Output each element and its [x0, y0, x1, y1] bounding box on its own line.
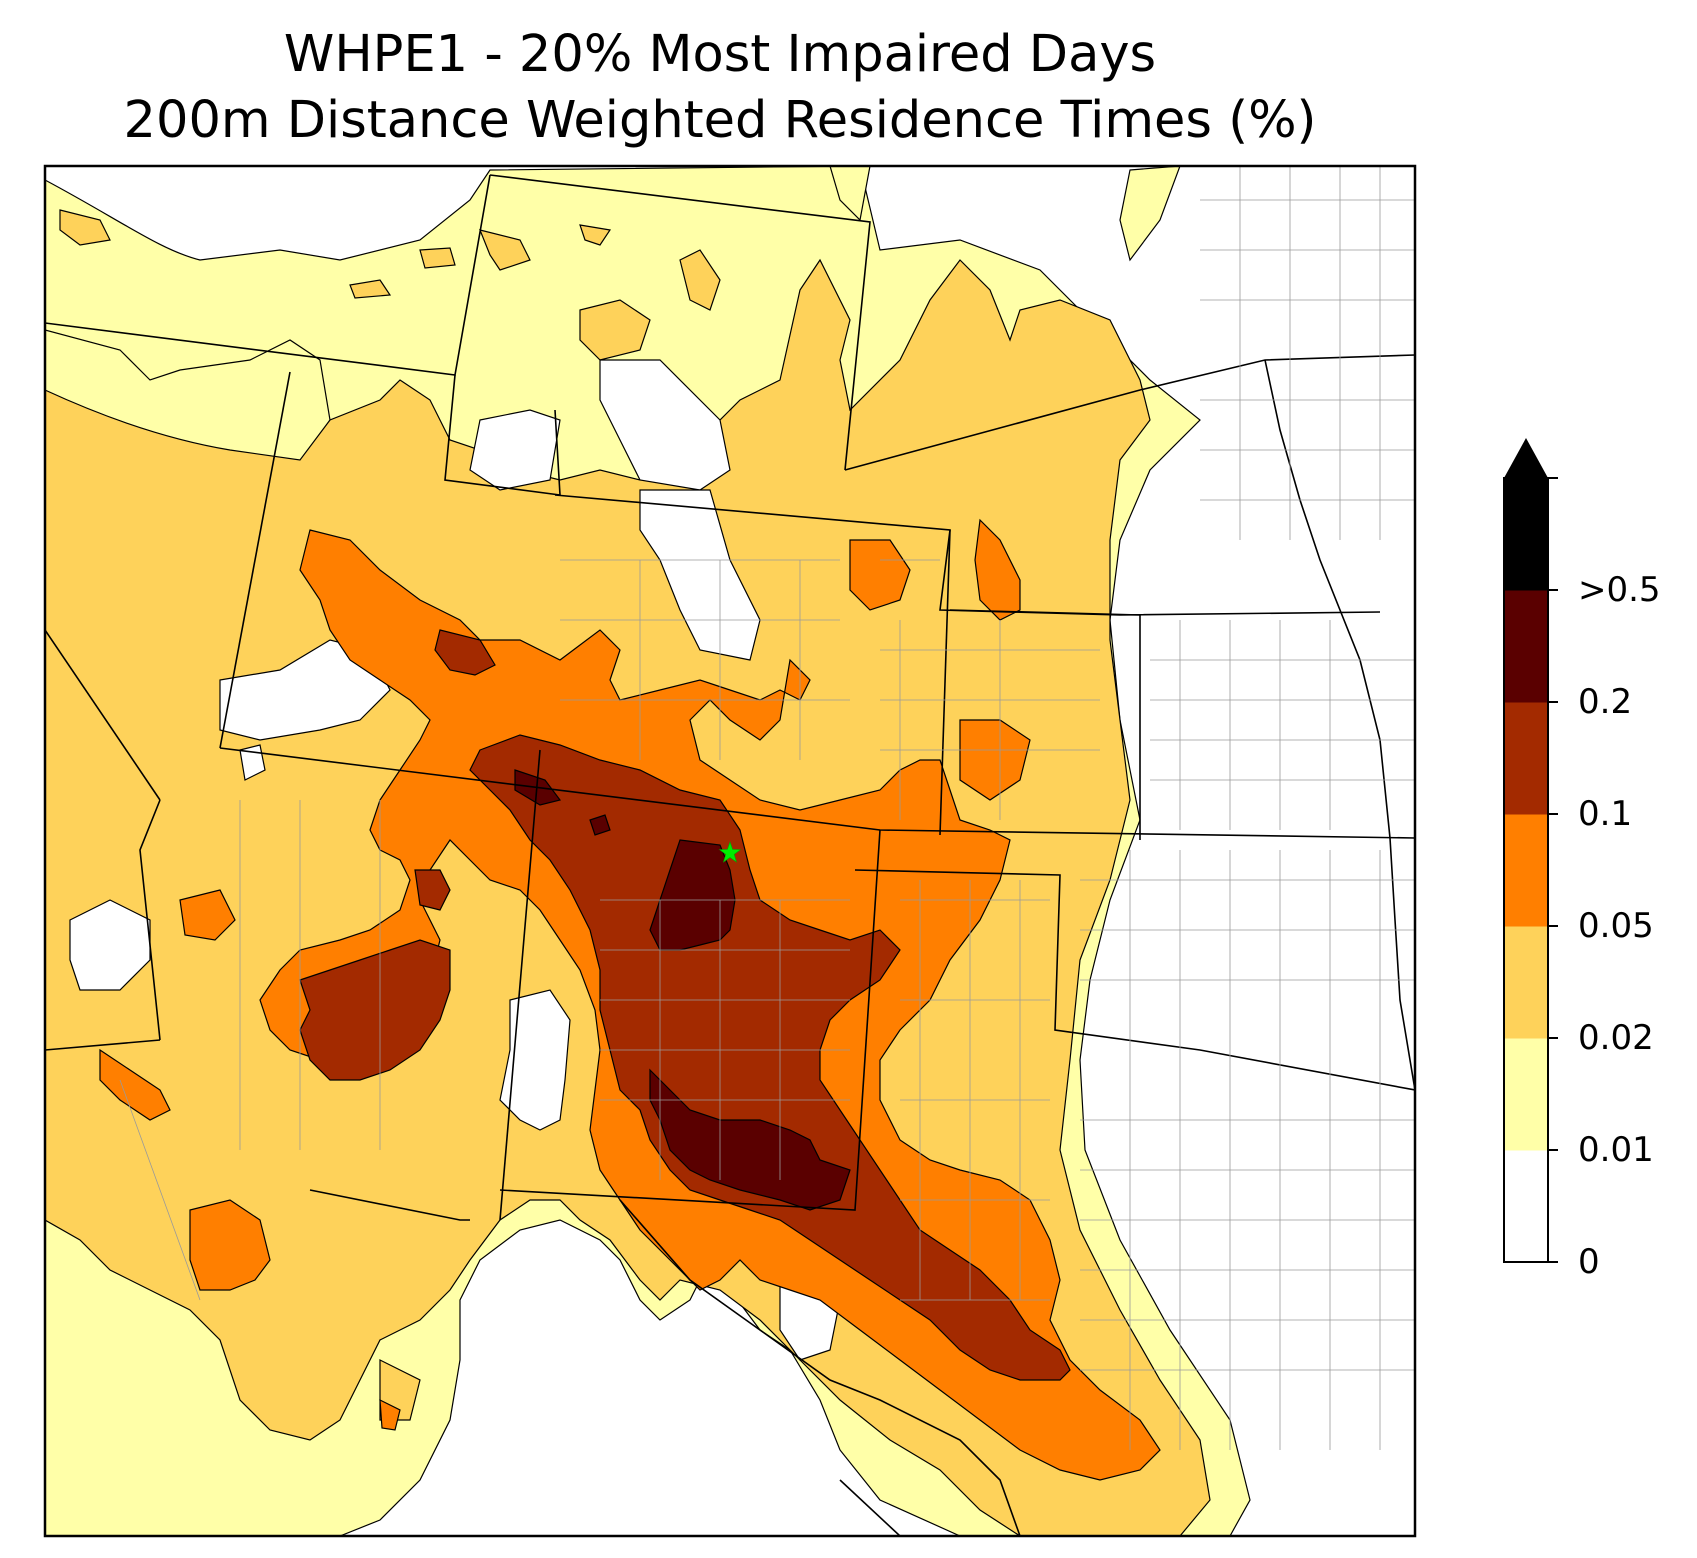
colorbar-tick-label: 0.01 [1578, 1130, 1654, 1170]
contour-0.1-0.2 [299, 629, 1071, 1381]
colorbar [1503, 438, 1558, 1263]
site-star-marker [718, 841, 742, 863]
colorbar-tick-label: >0.5 [1578, 570, 1661, 610]
colorbar-tick-label: 0.1 [1578, 794, 1633, 834]
colorbar-bin-0.1-0.2 [1504, 702, 1548, 815]
colorbar-extend-arrow [1504, 438, 1548, 478]
map-title-line-2: 200m Distance Weighted Residence Times (… [123, 91, 1317, 150]
map-title-line-1: WHPE1 - 20% Most Impaired Days [283, 25, 1157, 84]
colorbar-bin-0-0.01 [1504, 1150, 1548, 1263]
colorbar-frame [1503, 477, 1549, 1263]
colorbar-bin-0.01-0.02 [1504, 1038, 1548, 1151]
colorbar-tick-label: 0.2 [1578, 682, 1633, 722]
colorbar-bin->0.5 [1504, 478, 1548, 591]
contour-0.2-0.5 [514, 769, 851, 1211]
colorbar-bin-0.02-0.05 [1504, 926, 1548, 1039]
map-frame [43, 164, 1417, 1538]
contour-below-0.01 [69, 359, 841, 1361]
colorbar-tick-label: 0.02 [1578, 1018, 1654, 1058]
colorbar-bin-0.2-0.5 [1504, 590, 1548, 703]
colorbar-bin-0.05-0.1 [1504, 814, 1548, 927]
colorbar-tick-label: 0.05 [1578, 906, 1654, 946]
colorbar-tick-label: 0 [1578, 1242, 1600, 1282]
county-lines [119, 166, 1415, 1450]
